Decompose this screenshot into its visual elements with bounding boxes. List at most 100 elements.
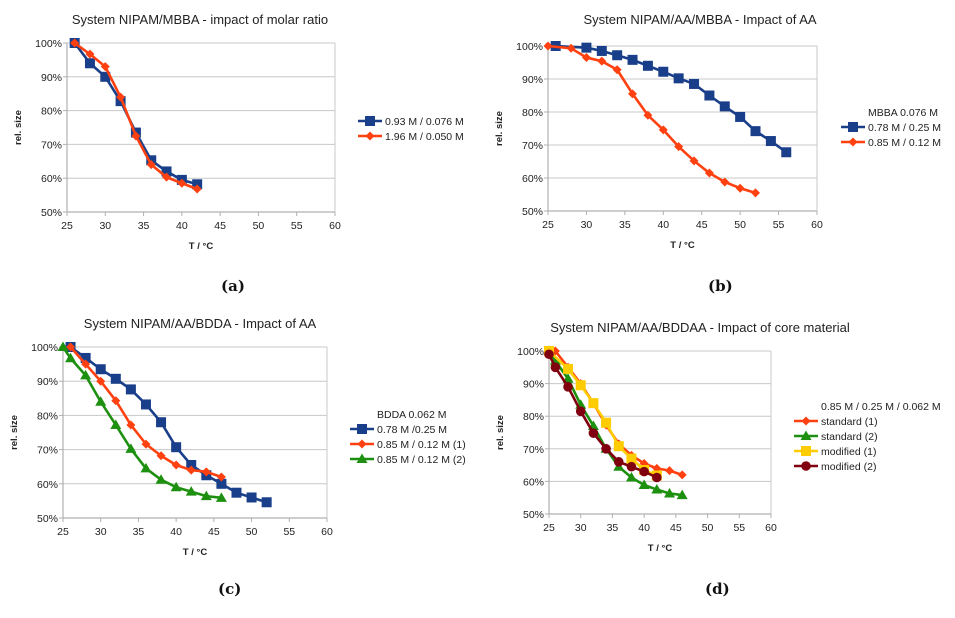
series-1 xyxy=(543,345,688,500)
x-tick-label: 35 xyxy=(138,220,150,232)
data-point xyxy=(261,497,272,508)
data-point xyxy=(155,474,167,484)
data-point xyxy=(100,62,110,72)
legend-marker xyxy=(848,122,858,132)
data-point xyxy=(171,442,182,453)
data-point xyxy=(100,71,111,82)
data-point xyxy=(550,362,561,373)
data-point xyxy=(612,50,623,61)
x-tick-label: 55 xyxy=(283,526,295,538)
data-point xyxy=(216,472,226,482)
data-point xyxy=(613,457,624,467)
data-point xyxy=(185,486,197,496)
x-tick-label: 30 xyxy=(95,526,107,538)
y-tick-label: 60% xyxy=(523,476,544,488)
data-point xyxy=(95,396,107,406)
x-tick-label: 35 xyxy=(619,219,631,231)
legend-marker xyxy=(365,131,375,141)
x-tick-label: 45 xyxy=(208,526,220,538)
data-point xyxy=(156,451,166,461)
legend-label: modified (1) xyxy=(821,446,876,458)
data-point xyxy=(126,420,136,430)
data-point xyxy=(601,417,612,428)
series-1 xyxy=(66,342,226,482)
data-point xyxy=(652,472,662,483)
x-tick-label: 55 xyxy=(773,219,785,231)
data-point xyxy=(110,419,122,429)
legend-item: 0.78 M / 0.25 M xyxy=(841,122,941,134)
x-axis-label: T / °C xyxy=(183,547,208,558)
data-point xyxy=(146,160,156,170)
data-point xyxy=(171,460,181,470)
data-point xyxy=(65,352,77,363)
data-point xyxy=(110,373,121,384)
y-tick-label: 60% xyxy=(41,173,62,185)
x-tick-label: 55 xyxy=(291,220,303,232)
data-point xyxy=(186,459,197,470)
data-point xyxy=(674,142,684,152)
y-tick-label: 100% xyxy=(35,38,62,50)
x-tick-label: 55 xyxy=(733,522,745,534)
legend-marker xyxy=(357,439,367,449)
x-tick-label: 25 xyxy=(543,522,555,534)
legend-item: modified (1) xyxy=(794,446,876,458)
data-point xyxy=(85,49,95,59)
y-tick-label: 50% xyxy=(522,206,543,218)
data-point xyxy=(200,490,212,501)
data-point xyxy=(689,78,700,89)
x-tick-label: 45 xyxy=(214,220,226,232)
series-1 xyxy=(70,38,202,194)
data-point xyxy=(231,487,242,498)
data-point xyxy=(192,179,203,190)
data-point xyxy=(575,380,586,391)
data-point xyxy=(735,183,745,193)
series-line xyxy=(554,350,683,477)
x-tick-label: 30 xyxy=(99,220,111,232)
data-point xyxy=(125,384,136,395)
legend-item: 0.93 M / 0.076 M xyxy=(358,116,464,128)
data-point xyxy=(677,470,687,480)
data-point xyxy=(156,417,167,428)
data-point xyxy=(161,166,172,177)
y-tick-label: 80% xyxy=(522,107,543,119)
y-axis-label: rel. size xyxy=(9,415,20,450)
legend-item: modified (2) xyxy=(794,461,876,473)
y-tick-label: 60% xyxy=(522,173,543,185)
x-tick-label: 40 xyxy=(176,220,188,232)
data-point xyxy=(665,466,675,476)
y-tick-label: 90% xyxy=(41,72,62,84)
x-tick-label: 50 xyxy=(253,220,265,232)
x-axis-label: T / °C xyxy=(189,241,214,252)
data-point xyxy=(131,131,141,141)
data-point xyxy=(111,396,121,406)
data-point xyxy=(638,479,650,489)
legend-item: 0.85 M / 0.12 M xyxy=(841,137,941,149)
legend-marker xyxy=(357,424,367,434)
legend-marker xyxy=(356,453,368,463)
y-tick-label: 90% xyxy=(522,74,543,86)
x-tick-label: 50 xyxy=(702,522,714,534)
data-point xyxy=(70,38,80,48)
x-tick-label: 25 xyxy=(57,526,69,538)
legend-title: BDDA 0.062 M xyxy=(377,409,446,421)
legend-label: 0.85 M / 0.12 M (2) xyxy=(377,454,466,466)
x-tick-label: 60 xyxy=(329,220,341,232)
legend-label: 1.96 M / 0.050 M xyxy=(385,131,464,143)
data-point xyxy=(246,492,257,503)
y-tick-label: 100% xyxy=(516,41,543,53)
series-line xyxy=(61,346,222,500)
data-point xyxy=(581,42,592,53)
legend-marker xyxy=(801,416,811,426)
data-point xyxy=(57,341,69,351)
y-tick-label: 70% xyxy=(523,444,544,456)
legend-marker xyxy=(801,446,811,456)
data-point xyxy=(566,43,576,53)
y-tick-label: 80% xyxy=(37,410,58,422)
data-point xyxy=(162,172,172,182)
data-point xyxy=(642,60,653,71)
x-tick-label: 50 xyxy=(734,219,746,231)
legend-label: 0.85 M / 0.12 M (1) xyxy=(377,439,466,451)
data-point xyxy=(141,439,151,449)
data-point xyxy=(643,110,653,120)
data-point xyxy=(765,136,776,147)
